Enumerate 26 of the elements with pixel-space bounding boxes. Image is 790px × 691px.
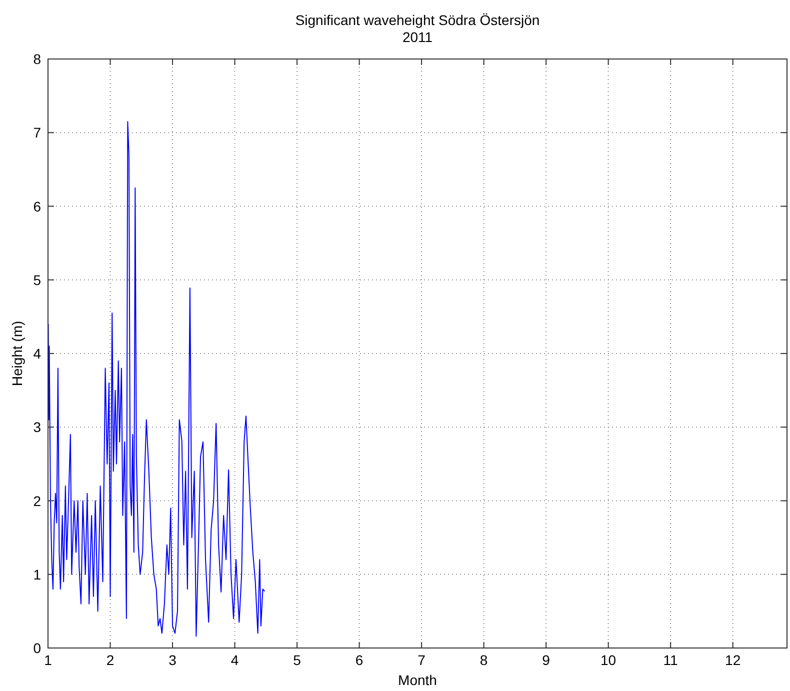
x-tick-label: 4 [230, 652, 239, 668]
y-tick-label: 1 [33, 566, 42, 582]
x-tick-label: 12 [725, 652, 741, 668]
x-tick-label: 9 [542, 652, 550, 668]
y-tick-label: 5 [33, 272, 42, 288]
x-tick-label: 1 [44, 652, 52, 668]
x-tick-label: 6 [355, 652, 364, 668]
x-tick-label: 2 [106, 652, 114, 668]
y-tick-label: 8 [33, 51, 42, 67]
y-tick-label: 4 [33, 346, 42, 362]
y-tick-label: 0 [33, 640, 42, 656]
x-tick-label: 10 [600, 652, 616, 668]
x-axis-title: Month [398, 672, 437, 688]
chart-title: Significant waveheight Södra Östersjön [295, 12, 540, 28]
x-tick-label: 8 [480, 652, 488, 668]
line-series [48, 121, 266, 637]
x-tick-label: 11 [663, 652, 678, 668]
y-tick-label: 3 [33, 419, 42, 436]
x-tick-label: 5 [293, 652, 302, 668]
y-tick-label: 7 [33, 124, 42, 141]
y-tick-label: 2 [33, 492, 42, 509]
y-tick-label: 6 [33, 198, 42, 214]
x-tick-label: 3 [168, 652, 177, 668]
y-axis-title: Height (m) [9, 320, 25, 386]
x-tick-label: 7 [418, 652, 426, 668]
chart-subtitle: 2011 [402, 29, 433, 45]
